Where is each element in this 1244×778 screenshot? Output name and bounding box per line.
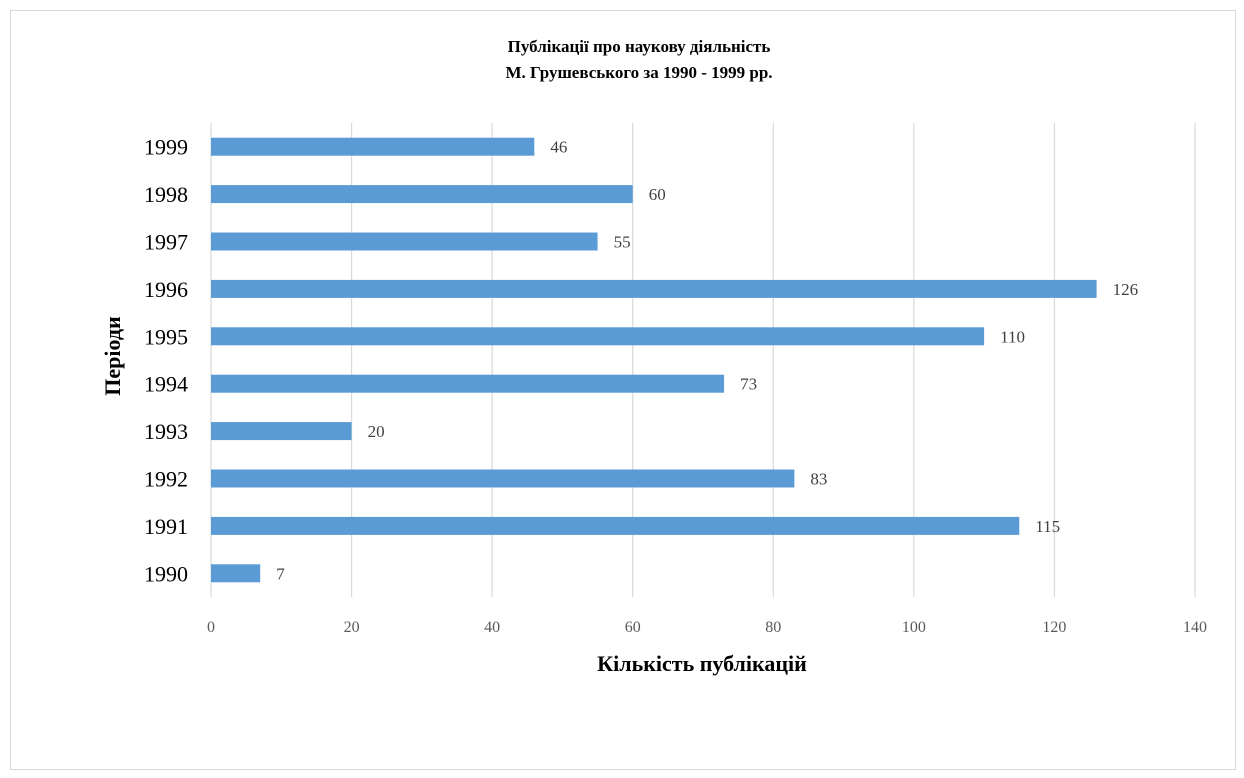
chart-title-line-2: М. Грушевського за 1990 - 1999 рр. bbox=[505, 63, 772, 82]
x-tick-label-120: 120 bbox=[1042, 619, 1066, 636]
bar-1998 bbox=[211, 185, 633, 204]
y-tick-label-1994: 1994 bbox=[144, 372, 188, 397]
y-tick-label-1999: 1999 bbox=[144, 135, 188, 160]
y-axis-title: Періоди bbox=[100, 316, 125, 396]
bar-1992 bbox=[211, 469, 795, 488]
x-tick-label-140: 140 bbox=[1183, 619, 1207, 636]
data-label-1998: 60 bbox=[649, 185, 666, 204]
y-tick-label-1990: 1990 bbox=[144, 561, 188, 586]
bar-1999 bbox=[211, 137, 535, 156]
data-label-1997: 55 bbox=[614, 233, 631, 252]
data-label-1990: 7 bbox=[276, 564, 285, 583]
chart-title-line-1: Публікації про наукову діяльність bbox=[508, 37, 771, 56]
y-tick-label-1998: 1998 bbox=[144, 182, 188, 207]
x-tick-labels: 0 20 40 60 80 100 120 140 bbox=[207, 619, 1207, 636]
y-tick-label-1996: 1996 bbox=[144, 277, 188, 302]
bar-1991 bbox=[211, 516, 1020, 535]
x-tick-label-60: 60 bbox=[625, 619, 641, 636]
y-tick-labels: 1990 1991 1992 1993 1994 1995 1996 1997 1998 1999 bbox=[144, 135, 188, 587]
x-tick-label-100: 100 bbox=[902, 619, 926, 636]
bar-1995 bbox=[211, 327, 985, 346]
x-tick-label-40: 40 bbox=[484, 619, 500, 636]
x-tick-label-80: 80 bbox=[765, 619, 781, 636]
data-labels: 7 115 83 20 73 110 126 55 60 46 bbox=[276, 138, 1138, 584]
bar-1997 bbox=[211, 232, 598, 251]
x-axis-title: Кількість публікацій bbox=[597, 651, 807, 676]
bar-1994 bbox=[211, 374, 725, 393]
data-label-1992: 83 bbox=[810, 470, 827, 489]
x-tick-label-0: 0 bbox=[207, 619, 215, 636]
bars bbox=[211, 137, 1097, 583]
y-tick-label-1993: 1993 bbox=[144, 419, 188, 444]
data-label-1991: 115 bbox=[1035, 517, 1060, 536]
bar-1990 bbox=[211, 564, 261, 583]
y-tick-label-1991: 1991 bbox=[144, 514, 188, 539]
data-label-1994: 73 bbox=[740, 375, 757, 394]
data-label-1996: 126 bbox=[1113, 280, 1139, 299]
bar-1993 bbox=[211, 422, 352, 441]
y-tick-label-1997: 1997 bbox=[144, 230, 188, 255]
x-tick-label-20: 20 bbox=[344, 619, 360, 636]
data-label-1999: 46 bbox=[550, 138, 567, 157]
bar-1996 bbox=[211, 279, 1097, 298]
data-label-1993: 20 bbox=[368, 422, 385, 441]
data-label-1995: 110 bbox=[1000, 327, 1025, 346]
y-tick-label-1995: 1995 bbox=[144, 324, 188, 349]
y-tick-label-1992: 1992 bbox=[144, 467, 188, 492]
